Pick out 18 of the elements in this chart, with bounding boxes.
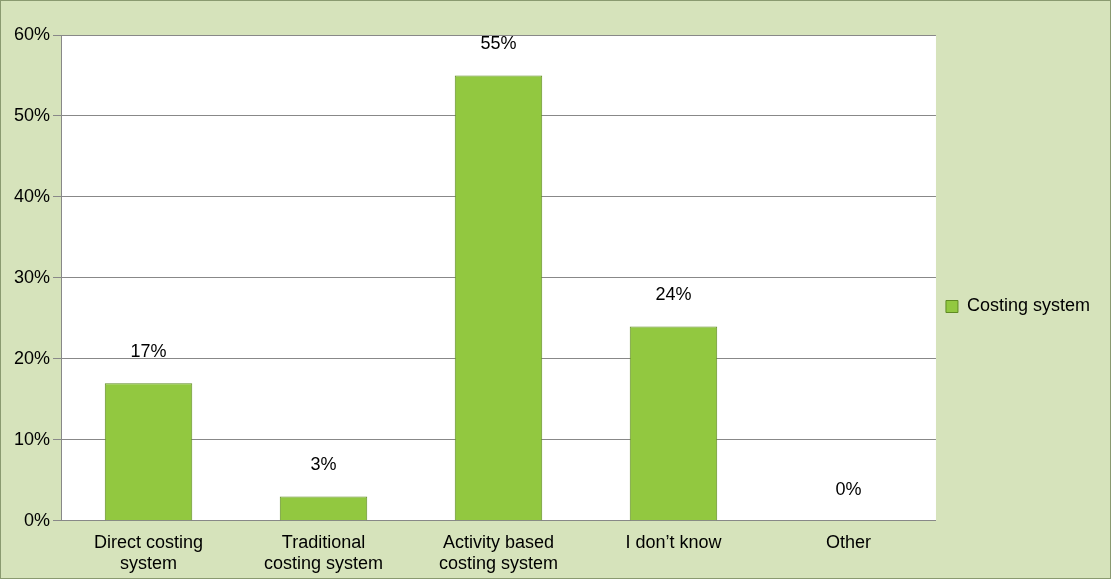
y-tick-label: 30%	[14, 266, 51, 287]
data-label: 0%	[835, 478, 862, 499]
y-tick-label: 10%	[14, 428, 51, 449]
data-label: 17%	[130, 341, 167, 362]
y-tick-label: 60%	[14, 23, 51, 44]
x-tick-label: I don’t know	[625, 531, 723, 552]
y-tick-label: 40%	[14, 185, 51, 206]
data-label: 24%	[655, 284, 692, 305]
x-tick-label: Activity based costing system	[438, 531, 559, 574]
legend-label: Costing system	[966, 295, 1091, 316]
data-label: 55%	[480, 33, 517, 54]
x-tick-label: Direct costing system	[94, 531, 204, 574]
y-tick-label: 20%	[14, 347, 51, 368]
y-tick-label: 50%	[14, 104, 51, 125]
x-tick-label: Traditional costing system	[263, 531, 384, 574]
data-label: 3%	[310, 454, 337, 475]
x-tick-label: Other	[825, 531, 871, 552]
y-tick-label: 0%	[24, 509, 51, 530]
